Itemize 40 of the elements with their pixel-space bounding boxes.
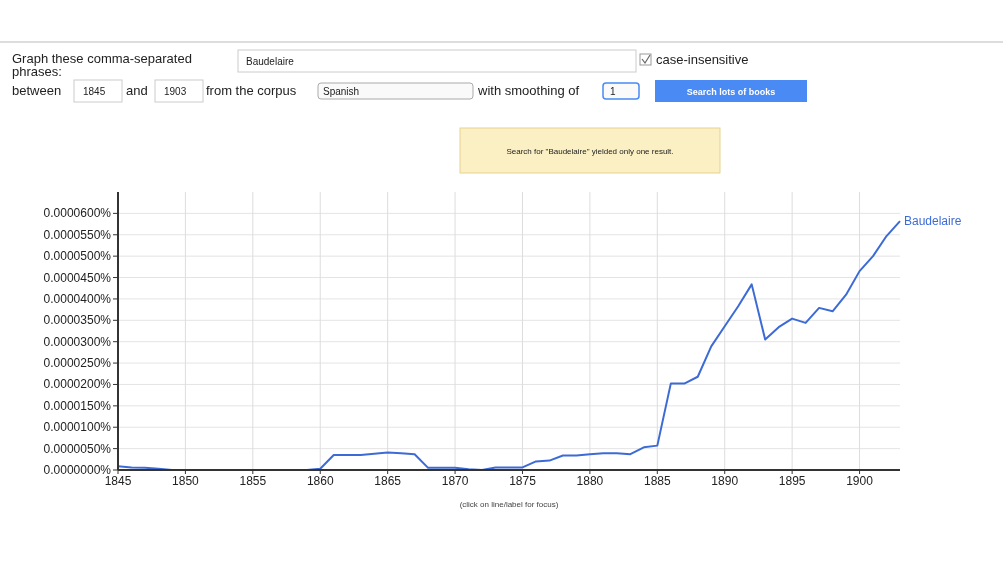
y-tick-label: 0.0000250%: [43, 356, 112, 371]
y-tick-label: 0.0000100%: [43, 420, 112, 435]
x-tick-label: 1860: [306, 474, 334, 488]
y-tick-label: 0.0000000%: [43, 463, 112, 477]
y-tick-label: 0.0000350%: [43, 313, 112, 328]
text: 1903: [164, 86, 187, 97]
y-tick-label: 0.0000600%: [43, 206, 112, 221]
text: Baudelaire: [246, 56, 295, 67]
x-tick-label: 1865: [374, 474, 402, 488]
text: Search for "Baudelaire" yielded only one result.: [506, 147, 674, 156]
x-tick-label: 1855: [239, 474, 267, 488]
x-tick-label: 1890: [711, 474, 739, 488]
text: case-insensitive: [656, 52, 749, 67]
text: (click on line/label for focus): [459, 500, 559, 509]
y-tick-label: 0.0000500%: [43, 249, 112, 264]
text: with smoothing of: [477, 83, 580, 98]
x-tick-label: 1885: [643, 474, 671, 488]
y-tick-label: 0.0000050%: [43, 441, 112, 456]
y-tick-label: 0.0000150%: [43, 398, 112, 413]
y-tick-label: 0.0000300%: [43, 334, 112, 349]
x-tick-label: 1880: [576, 474, 604, 488]
text: between: [12, 83, 62, 98]
y-tick-label: 0.0000550%: [43, 227, 112, 242]
text: 1845: [83, 86, 106, 97]
y-tick-label: 0.0000450%: [43, 270, 112, 285]
text: 1: [610, 86, 616, 97]
text: Graph these comma-separated phrases:: [12, 51, 192, 79]
text: from the corpus: [206, 83, 297, 98]
text: Search lots of books: [686, 87, 776, 97]
series-label: Baudelaire: [904, 214, 962, 229]
x-tick-label: 1895: [778, 474, 806, 488]
y-tick-label: 0.0000200%: [43, 377, 112, 392]
text: and: [126, 83, 148, 98]
x-tick-label: 1870: [441, 474, 469, 488]
text: Spanish: [323, 86, 360, 97]
x-tick-label: 1850: [172, 474, 200, 488]
x-tick-label: 1845: [104, 474, 132, 488]
x-tick-label: 1875: [509, 474, 537, 488]
y-tick-label: 0.0000400%: [43, 291, 112, 306]
x-tick-label: 1900: [846, 474, 874, 488]
